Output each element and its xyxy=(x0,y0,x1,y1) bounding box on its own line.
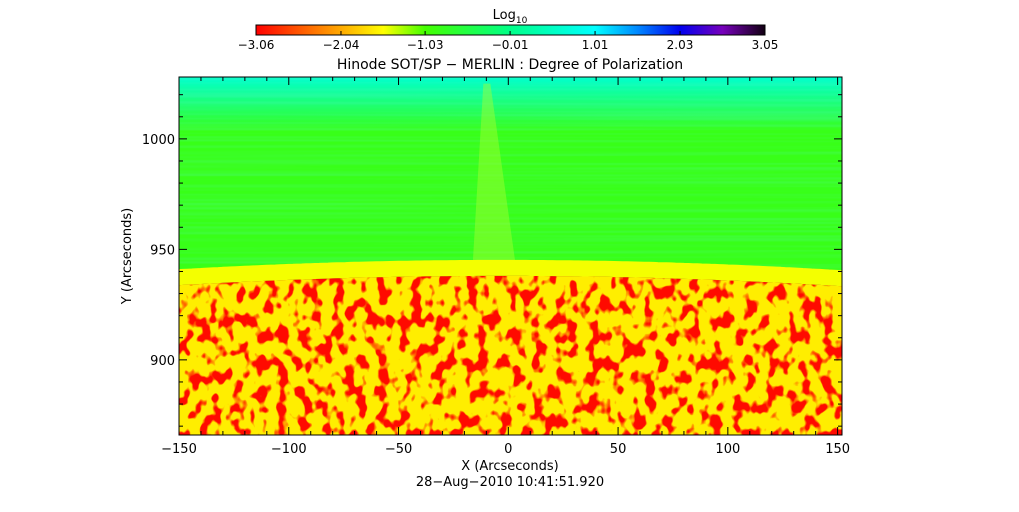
colorbar-label-base: Log xyxy=(493,8,516,23)
disk-spots xyxy=(179,275,842,435)
colorbar-tick-label: −2.04 xyxy=(323,38,360,52)
y-tick-label: 1000 xyxy=(142,133,175,148)
y-axis: 900 950 1000 xyxy=(142,94,842,427)
x-tick-label: 50 xyxy=(610,442,627,457)
colorbar: −3.06 −2.04 −1.03 −0.01 1.01 2.03 3.05 Log10 xyxy=(238,8,779,52)
polar-plume xyxy=(472,83,517,270)
colorbar-tick-label: 2.03 xyxy=(667,38,694,52)
limb-band xyxy=(179,259,842,287)
colorbar-tick-label: −3.06 xyxy=(238,38,275,52)
y-tick-label: 900 xyxy=(150,354,175,369)
x-tick-label: 150 xyxy=(825,442,850,457)
x-axis: −150 −100 −50 0 50 100 150 xyxy=(161,77,850,457)
x-tick-label: 0 xyxy=(504,442,512,457)
chart-title: Hinode SOT/SP − MERLIN : Degree of Polar… xyxy=(337,57,683,73)
colorbar-label: Log10 xyxy=(493,8,528,26)
x-tick-label: −150 xyxy=(161,442,197,457)
y-axis-label: Y (Arcseconds) xyxy=(120,208,135,305)
plot-image xyxy=(179,77,842,435)
colorbar-tick-label: 3.05 xyxy=(752,38,779,52)
plot-frame xyxy=(178,76,843,436)
x-tick-label: −100 xyxy=(271,442,307,457)
colorbar-ticks: −3.06 −2.04 −1.03 −0.01 1.01 2.03 3.05 xyxy=(238,31,779,52)
colorbar-label-sub: 10 xyxy=(516,16,528,26)
colorbar-tick-label: −1.03 xyxy=(407,38,444,52)
timestamp: 28−Aug−2010 10:41:51.920 xyxy=(416,475,604,490)
colorbar-tick-label: −0.01 xyxy=(492,38,529,52)
x-axis-label: X (Arcseconds) xyxy=(461,459,558,474)
y-tick-label: 950 xyxy=(150,243,175,258)
x-tick-label: −50 xyxy=(385,442,412,457)
x-tick-label: 100 xyxy=(715,442,740,457)
colorbar-tick-label: 1.01 xyxy=(582,38,609,52)
